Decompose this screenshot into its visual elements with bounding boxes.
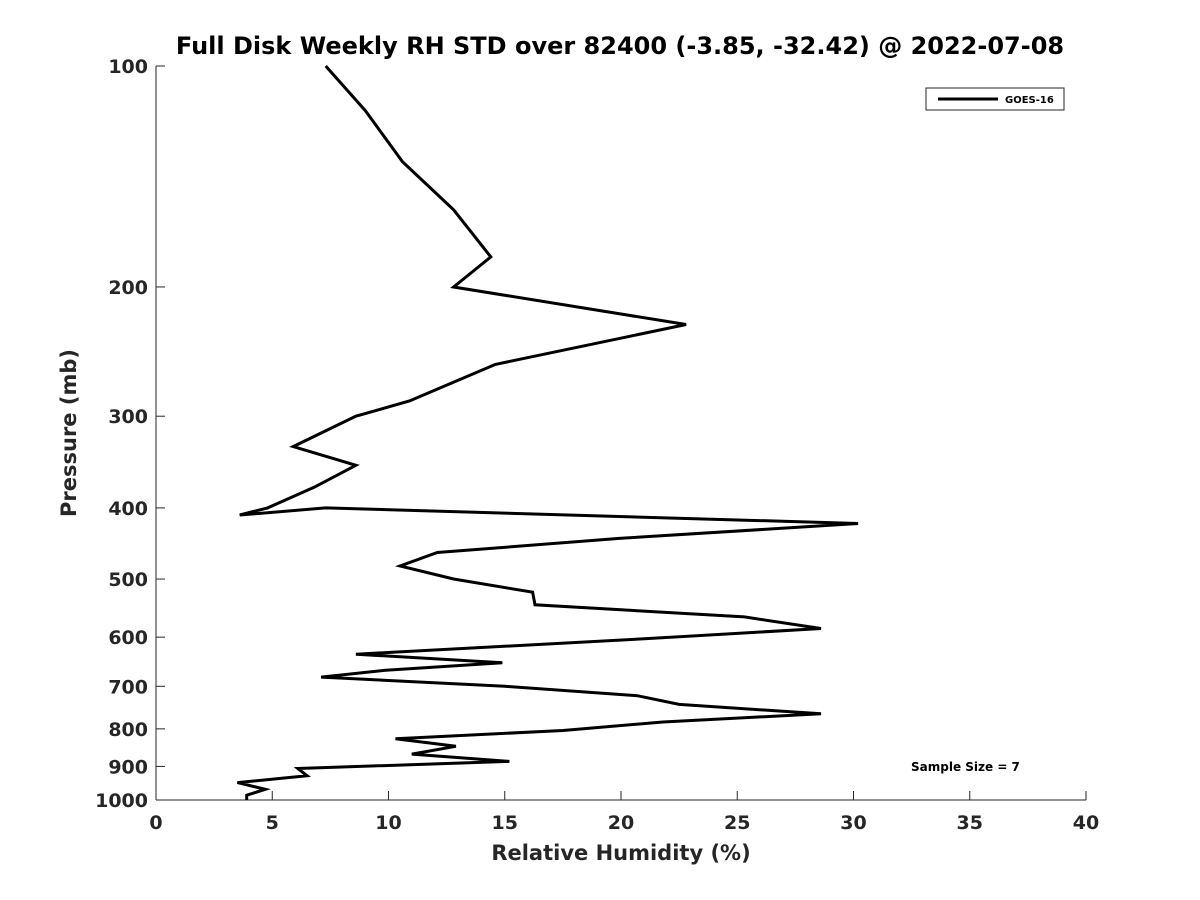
sample-size-annotation: Sample Size = 7 [911, 760, 1020, 774]
x-tick-label: 35 [957, 812, 983, 834]
x-axis-label: Relative Humidity (%) [491, 841, 750, 865]
x-tick-label: 0 [149, 812, 162, 834]
y-tick-label: 600 [108, 627, 148, 649]
legend-label-goes-16: GOES-16 [1005, 95, 1054, 106]
y-tick-label: 400 [108, 498, 148, 520]
x-tick-label: 5 [266, 812, 279, 834]
legend: GOES-16 [925, 87, 1065, 111]
plot-area [155, 66, 1086, 801]
y-tick-label: 900 [108, 756, 148, 778]
x-tick-label: 10 [375, 812, 401, 834]
x-axis: 0 5 10 15 20 25 30 35 40 [149, 791, 1099, 834]
y-tick-label: 500 [108, 569, 148, 591]
series-line-goes-16 [237, 65, 859, 800]
y-tick-label: 100 [108, 56, 148, 78]
y-tick-label: 200 [108, 277, 148, 299]
x-tick-label: 25 [724, 812, 750, 834]
x-tick-label: 40 [1073, 812, 1099, 834]
x-tick-label: 30 [840, 812, 866, 834]
y-tick-label: 300 [108, 406, 148, 428]
y-tick-label: 800 [108, 719, 148, 741]
y-tick-label: 1000 [95, 790, 148, 812]
series-layer [237, 65, 859, 800]
y-tick-label: 700 [108, 676, 148, 698]
y-axis-label: Pressure (mb) [57, 349, 81, 517]
y-axis: 100 200 300 400 500 600 700 800 900 1000 [95, 56, 165, 812]
x-tick-label: 20 [608, 812, 634, 834]
x-tick-label: 15 [492, 812, 518, 834]
chart-title: Full Disk Weekly RH STD over 82400 (-3.8… [176, 32, 1064, 60]
axes-box [156, 66, 1086, 800]
